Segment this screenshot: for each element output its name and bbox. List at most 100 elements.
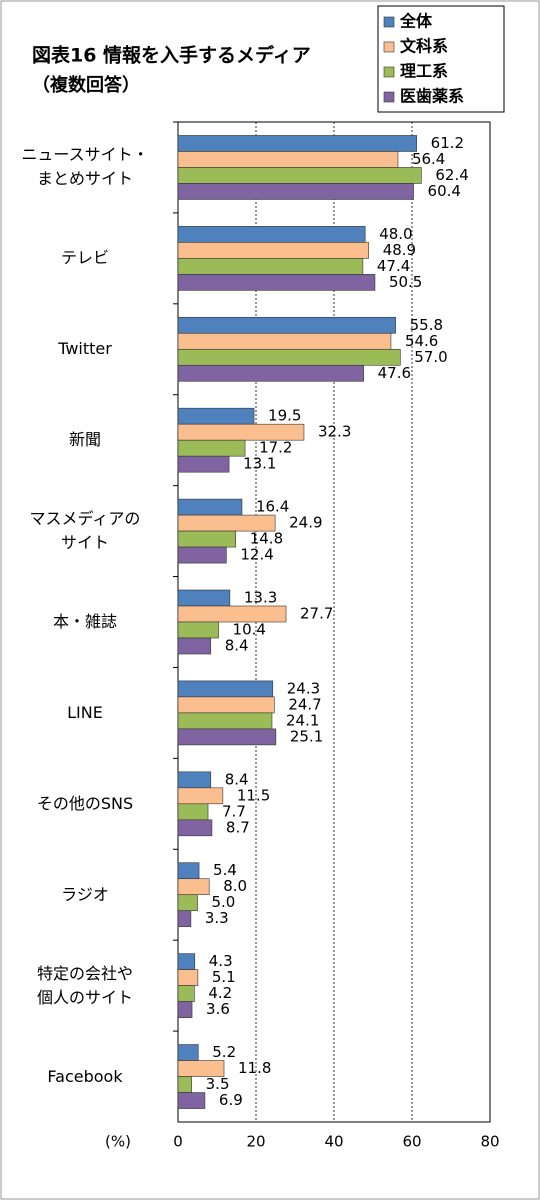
value-label: 24.3 bbox=[287, 679, 320, 697]
legend-label: 理工系 bbox=[400, 62, 448, 81]
bar bbox=[177, 819, 213, 837]
bar bbox=[177, 894, 198, 912]
value-label: 3.3 bbox=[205, 909, 229, 927]
legend-label: 文科系 bbox=[400, 37, 448, 56]
y-tick-label: Facebook bbox=[47, 1066, 123, 1086]
bar bbox=[177, 878, 210, 896]
value-label: 8.4 bbox=[225, 637, 249, 655]
bar bbox=[177, 1092, 206, 1109]
value-label: 8.7 bbox=[226, 818, 250, 836]
value-label: 56.4 bbox=[412, 150, 445, 168]
value-label: 5.1 bbox=[212, 968, 236, 986]
value-label: 57.0 bbox=[414, 348, 447, 366]
value-label: 13.3 bbox=[244, 589, 277, 607]
value-label: 24.1 bbox=[286, 711, 319, 729]
y-tick-label: 特定の会社や 個人のサイト bbox=[36, 963, 133, 1007]
value-label: 7.7 bbox=[222, 802, 246, 820]
bar bbox=[177, 589, 231, 607]
bar bbox=[177, 910, 192, 928]
legend-swatch bbox=[383, 66, 395, 78]
value-label: 47.4 bbox=[377, 257, 410, 275]
bar bbox=[177, 348, 401, 366]
bar bbox=[177, 151, 399, 168]
bar bbox=[177, 226, 366, 243]
value-label: 24.7 bbox=[288, 695, 321, 713]
bar bbox=[177, 680, 274, 698]
y-tick-label: 本・雑誌 bbox=[52, 612, 117, 631]
bar bbox=[177, 183, 414, 200]
value-label: 60.4 bbox=[428, 182, 461, 200]
bar bbox=[177, 637, 212, 655]
value-label: 17.2 bbox=[259, 439, 292, 457]
bar bbox=[177, 439, 246, 457]
bar bbox=[177, 258, 364, 275]
bar bbox=[177, 364, 364, 382]
bar bbox=[177, 1001, 193, 1018]
bar bbox=[177, 1044, 199, 1061]
chart-subtitle: （複数回答） bbox=[32, 74, 140, 96]
bar bbox=[177, 621, 219, 639]
value-label: 32.3 bbox=[318, 423, 351, 441]
value-label: 14.8 bbox=[250, 530, 283, 548]
y-tick-label: ラジオ bbox=[61, 884, 109, 904]
value-label: 8.0 bbox=[223, 877, 247, 895]
x-axis-label: (%) bbox=[105, 1133, 131, 1151]
value-label: 6.9 bbox=[219, 1091, 243, 1109]
value-label: 27.7 bbox=[300, 605, 333, 623]
x-tick-label: 80 bbox=[480, 1133, 499, 1151]
value-label: 25.1 bbox=[290, 727, 323, 745]
value-label: 16.4 bbox=[256, 498, 289, 516]
value-label: 3.6 bbox=[206, 1000, 230, 1018]
value-label: 11.8 bbox=[238, 1059, 271, 1077]
bar bbox=[177, 274, 376, 291]
bar bbox=[177, 407, 255, 425]
legend-label: 全体 bbox=[399, 12, 433, 31]
chart-title: 図表16 情報を入手するメディア bbox=[32, 44, 311, 67]
y-tick-label: Twitter bbox=[58, 339, 112, 359]
bar bbox=[177, 455, 230, 473]
value-label: 61.2 bbox=[431, 134, 464, 152]
x-tick-label: 0 bbox=[173, 1133, 183, 1151]
bar bbox=[177, 316, 396, 334]
bar bbox=[177, 969, 199, 986]
bar bbox=[177, 546, 227, 564]
x-tick-label: 60 bbox=[402, 1133, 421, 1151]
value-label: 5.2 bbox=[212, 1043, 236, 1061]
legend-box bbox=[377, 5, 505, 113]
y-tick-label: LINE bbox=[67, 702, 103, 722]
value-label: 19.5 bbox=[268, 407, 301, 425]
legend-swatch bbox=[383, 41, 395, 53]
x-tick-label: 40 bbox=[324, 1133, 343, 1151]
value-label: 4.3 bbox=[209, 952, 233, 970]
value-label: 13.1 bbox=[243, 455, 276, 473]
bar bbox=[177, 605, 287, 623]
legend-swatch bbox=[383, 16, 395, 28]
value-label: 3.5 bbox=[206, 1075, 230, 1093]
value-label: 5.4 bbox=[213, 861, 237, 879]
y-tick-label: マスメディアの サイト bbox=[29, 509, 141, 553]
bar bbox=[177, 803, 209, 821]
bar bbox=[177, 985, 195, 1002]
bar bbox=[177, 728, 277, 746]
value-label: 8.4 bbox=[225, 770, 249, 788]
y-tick-label: ニュースサイト・ まとめサイト bbox=[21, 145, 149, 189]
value-label: 5.0 bbox=[212, 893, 236, 911]
value-label: 62.4 bbox=[435, 166, 468, 184]
y-tick-label: 新聞 bbox=[68, 430, 101, 450]
legend-label: 医歯薬系 bbox=[400, 87, 464, 106]
bar bbox=[177, 771, 212, 789]
y-tick-label: その他のSNS bbox=[36, 793, 134, 813]
value-label: 11.5 bbox=[237, 786, 270, 804]
bar bbox=[177, 1076, 192, 1093]
bar bbox=[177, 530, 237, 548]
value-label: 24.9 bbox=[289, 514, 322, 532]
bar bbox=[177, 242, 370, 259]
value-label: 12.4 bbox=[240, 546, 273, 564]
bar bbox=[177, 953, 196, 970]
bar bbox=[177, 862, 200, 880]
value-label: 55.8 bbox=[410, 316, 443, 334]
bar bbox=[177, 1060, 225, 1077]
value-label: 48.0 bbox=[379, 225, 412, 243]
bar bbox=[177, 696, 275, 714]
